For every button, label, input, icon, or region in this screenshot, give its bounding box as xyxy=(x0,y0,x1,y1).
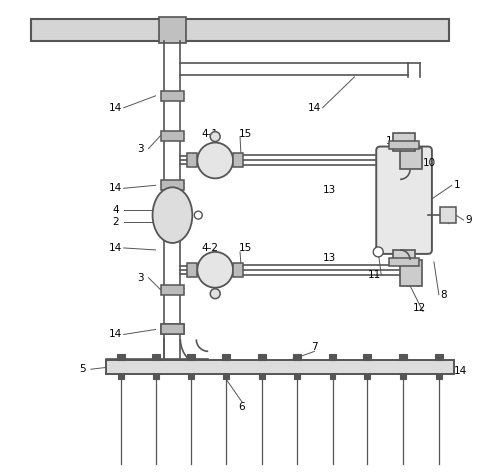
Circle shape xyxy=(210,289,220,299)
Text: 4-1: 4-1 xyxy=(202,129,219,139)
Circle shape xyxy=(198,142,233,178)
Bar xyxy=(160,91,184,101)
Bar xyxy=(258,354,266,360)
Bar xyxy=(364,374,370,379)
Bar xyxy=(440,207,456,223)
Text: 7: 7 xyxy=(311,342,318,352)
Bar xyxy=(189,374,195,379)
Bar xyxy=(160,131,184,141)
Bar xyxy=(330,374,336,379)
Bar xyxy=(160,324,184,334)
Bar xyxy=(259,374,265,379)
Bar xyxy=(187,153,198,167)
Text: 14: 14 xyxy=(109,103,122,113)
Text: 14: 14 xyxy=(109,330,122,340)
Bar xyxy=(223,374,229,379)
Bar xyxy=(187,354,196,360)
Text: 13: 13 xyxy=(323,253,336,263)
Bar xyxy=(435,354,443,360)
Bar xyxy=(389,141,419,149)
Text: 15: 15 xyxy=(239,129,251,139)
Bar xyxy=(187,263,198,277)
Bar xyxy=(436,374,442,379)
Text: 14: 14 xyxy=(454,366,467,376)
Bar xyxy=(106,360,454,374)
Bar xyxy=(393,133,415,151)
Bar xyxy=(152,374,158,379)
Bar xyxy=(293,354,300,360)
FancyBboxPatch shape xyxy=(376,146,432,254)
Bar xyxy=(233,153,243,167)
Text: 10: 10 xyxy=(422,159,436,169)
Bar xyxy=(151,354,159,360)
Bar xyxy=(160,285,184,294)
Bar xyxy=(389,258,419,266)
Text: 1: 1 xyxy=(453,180,460,190)
Text: 4-2: 4-2 xyxy=(202,243,219,253)
Ellipse shape xyxy=(152,187,193,243)
Text: 15: 15 xyxy=(239,243,251,253)
Text: 3: 3 xyxy=(137,143,144,153)
Text: 2: 2 xyxy=(112,217,119,227)
Bar xyxy=(399,354,407,360)
Text: 4: 4 xyxy=(112,205,119,215)
Bar xyxy=(160,324,184,334)
Bar xyxy=(158,17,186,43)
Bar xyxy=(400,260,422,286)
Bar xyxy=(329,354,337,360)
Bar xyxy=(118,374,124,379)
Circle shape xyxy=(210,132,220,142)
Text: 5: 5 xyxy=(80,364,86,374)
Bar xyxy=(117,354,125,360)
Bar xyxy=(233,263,243,277)
Text: 11: 11 xyxy=(368,270,381,280)
Bar xyxy=(160,180,184,190)
Bar xyxy=(400,148,422,170)
Bar xyxy=(160,225,184,235)
Text: 12: 12 xyxy=(386,135,399,145)
Text: 14: 14 xyxy=(109,183,122,193)
Text: 13: 13 xyxy=(323,185,336,195)
Bar xyxy=(393,250,415,264)
Text: 3: 3 xyxy=(137,273,144,283)
Circle shape xyxy=(195,211,202,219)
Text: 12: 12 xyxy=(412,303,426,313)
Circle shape xyxy=(198,252,233,288)
Text: 9: 9 xyxy=(465,215,472,225)
Text: 14: 14 xyxy=(308,103,321,113)
Text: 14: 14 xyxy=(109,243,122,253)
Circle shape xyxy=(373,247,383,257)
Bar xyxy=(400,374,406,379)
Bar xyxy=(294,374,299,379)
Bar xyxy=(363,354,371,360)
Text: 6: 6 xyxy=(239,402,246,412)
Bar xyxy=(31,19,449,41)
Text: 8: 8 xyxy=(441,290,447,300)
Bar xyxy=(222,354,230,360)
